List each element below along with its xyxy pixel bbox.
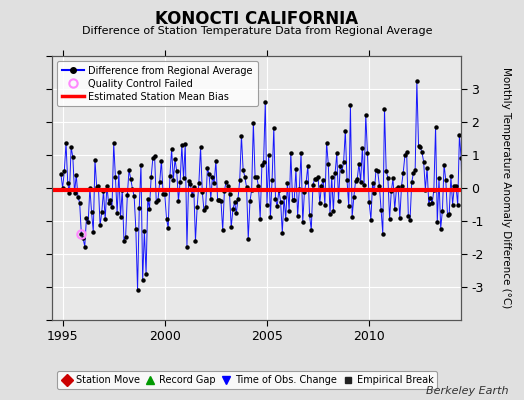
Legend: Station Move, Record Gap, Time of Obs. Change, Empirical Break: Station Move, Record Gap, Time of Obs. C… [57, 371, 437, 389]
Text: Difference of Station Temperature Data from Regional Average: Difference of Station Temperature Data f… [82, 26, 432, 36]
Text: KONOCTI CALIFORNIA: KONOCTI CALIFORNIA [155, 10, 358, 28]
Y-axis label: Monthly Temperature Anomaly Difference (°C): Monthly Temperature Anomaly Difference (… [500, 67, 510, 309]
Text: Berkeley Earth: Berkeley Earth [426, 386, 508, 396]
